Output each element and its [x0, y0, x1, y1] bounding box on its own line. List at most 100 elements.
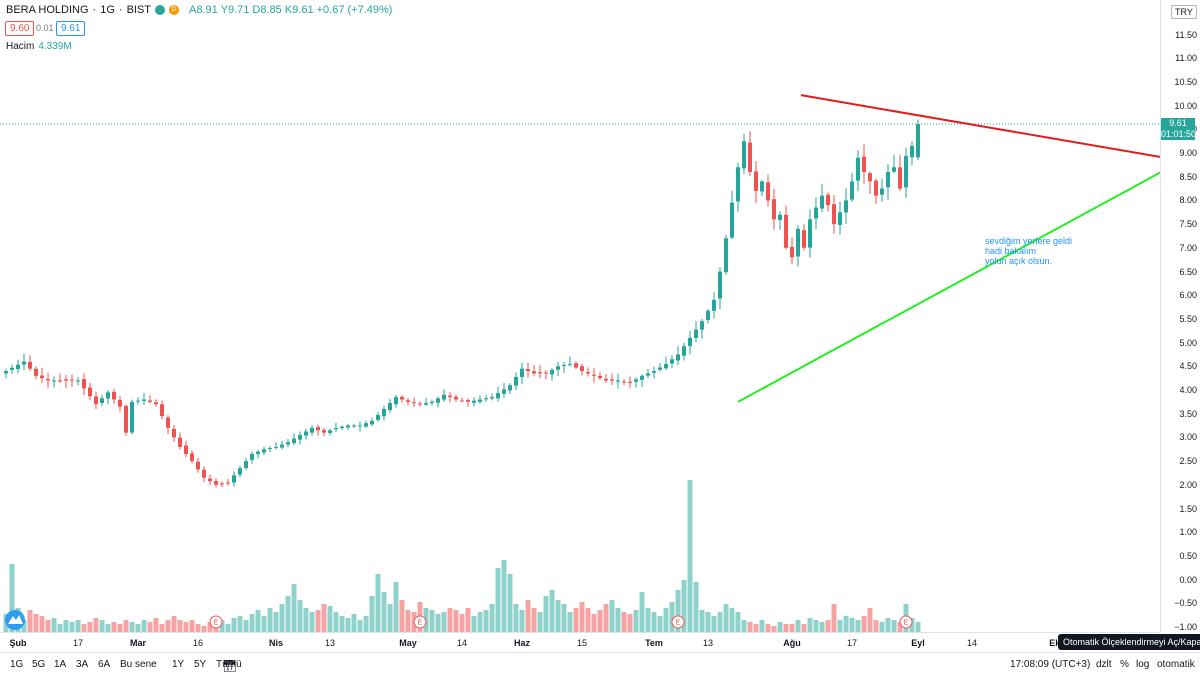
volume-bar: [135, 624, 141, 632]
candle-body: [118, 399, 122, 407]
price-tick-label: 0.00: [1179, 574, 1197, 585]
volume-bar: [789, 624, 795, 632]
interval-label[interactable]: 1G: [100, 4, 115, 16]
volume-bar: [291, 584, 297, 632]
volume-bar: [93, 618, 99, 632]
candle-body: [136, 400, 140, 402]
candle-body: [886, 171, 890, 188]
adjust-button[interactable]: dzlt: [1096, 659, 1112, 670]
volume-bar: [795, 620, 801, 632]
candle-body: [874, 180, 878, 196]
time-axis[interactable]: Şub 17 Mar 16 Nis 13 May 14 Haz 15 Tem 13 Ağu 17 Eyl 14…: [0, 632, 1160, 653]
price-tick-label: 11.00: [1175, 53, 1197, 64]
bid-price[interactable]: 9.60: [5, 21, 35, 36]
volume-bar: [285, 596, 291, 632]
volume-bar: [255, 610, 261, 632]
candle-body: [310, 427, 314, 433]
range-button[interactable]: 1Y: [172, 659, 185, 670]
log-button[interactable]: log: [1136, 659, 1150, 670]
candle-body: [892, 167, 896, 172]
time-tick-label: 14: [966, 638, 978, 648]
candle-body: [484, 398, 488, 400]
resistance-trendline: [800, 94, 1200, 165]
range-button[interactable]: 1G: [10, 659, 24, 670]
volume-bar: [531, 608, 537, 632]
candle-body: [226, 482, 230, 484]
candle-body: [772, 199, 776, 220]
candle-body: [40, 375, 44, 379]
candle-body: [124, 405, 128, 433]
range-button[interactable]: 1A: [54, 659, 67, 670]
volume-bar: [129, 622, 135, 632]
price-tick-label: 1.00: [1179, 527, 1197, 538]
volume-bar: [147, 622, 153, 632]
earnings-marker-icon[interactable]: E: [671, 615, 685, 629]
volume-bar: [183, 622, 189, 632]
time-tick-label: 15: [576, 638, 588, 648]
volume-bar: [879, 622, 885, 632]
volume-bar: [777, 622, 783, 632]
volume-bar: [783, 624, 789, 632]
volume-bar: [309, 612, 315, 632]
candle-body: [304, 431, 308, 436]
volume-bar: [753, 624, 759, 632]
support-trendline: [737, 149, 1200, 403]
candle-body: [730, 202, 734, 238]
ask-price[interactable]: 9.61: [56, 21, 86, 36]
range-button[interactable]: 3A: [76, 659, 89, 670]
candle-body: [232, 475, 236, 483]
range-button[interactable]: Bu sene: [120, 659, 157, 670]
chart-legend: BERA HOLDING · 1G · BIST D A8.91 Y9.71 D…: [6, 4, 392, 16]
currency-label[interactable]: TRY: [1171, 5, 1197, 19]
time-tick-label: Mar: [129, 638, 147, 648]
logo-icon[interactable]: [5, 610, 25, 630]
volume-bar: [195, 624, 201, 632]
volume-bar: [357, 620, 363, 632]
candle-body: [64, 379, 68, 381]
volume-bar: [63, 620, 69, 632]
symbol-title[interactable]: BERA HOLDING: [6, 4, 89, 16]
range-button[interactable]: 6A: [98, 659, 111, 670]
auto-scale-button[interactable]: otomatik: [1157, 659, 1195, 670]
candle-body: [448, 395, 452, 398]
volume-bar: [123, 620, 129, 632]
time-tick-label: Şub: [9, 638, 27, 648]
volume-bar: [363, 616, 369, 632]
earnings-marker-icon[interactable]: E: [413, 615, 427, 629]
trendlines[interactable]: [737, 63, 1200, 403]
volume-bar: [549, 590, 555, 632]
volume-bar: [909, 618, 915, 632]
price-axis[interactable]: TRY 11.5011.0010.5010.009.509.008.508.00…: [1160, 0, 1200, 632]
volume-bar: [711, 616, 717, 632]
earnings-marker-icon[interactable]: E: [209, 615, 223, 629]
candle-body: [604, 378, 608, 381]
volume-bar: [483, 610, 489, 632]
percent-button[interactable]: %: [1120, 659, 1129, 670]
volume-bar: [759, 620, 765, 632]
volume-bar: [675, 590, 681, 632]
price-tick-label: 4.50: [1179, 361, 1197, 372]
candle-body: [574, 363, 578, 368]
candle-body: [46, 379, 50, 381]
range-button[interactable]: 5Y: [194, 659, 207, 670]
annotation-line-2: hadi bakalım: [985, 246, 1037, 256]
time-tick-label: Eyl: [911, 638, 925, 648]
candle-body: [508, 385, 512, 391]
volume-bar: [243, 620, 249, 632]
chart-area[interactable]: E E E E BERA HOLDING · 1G · BIST D A8.91 Y9…: [0, 0, 1200, 632]
volume-bar: [189, 620, 195, 632]
volume-bar: [489, 604, 495, 632]
candle-body: [556, 366, 560, 370]
clock-time[interactable]: 17:08:09 (UTC+3): [1010, 659, 1091, 670]
range-button[interactable]: Tümü: [216, 659, 242, 670]
chart-annotation[interactable]: sevdiğim yerlere geldi hadi bakalım yolu…: [985, 236, 1072, 266]
candle-body: [814, 207, 818, 219]
volume-bar: [57, 624, 63, 632]
candle-body: [862, 156, 866, 172]
earnings-marker-icon[interactable]: E: [899, 615, 913, 629]
date-range-icon[interactable]: 📅︎: [222, 659, 238, 673]
range-button[interactable]: 5G: [32, 659, 46, 670]
volume-bar: [459, 614, 465, 632]
